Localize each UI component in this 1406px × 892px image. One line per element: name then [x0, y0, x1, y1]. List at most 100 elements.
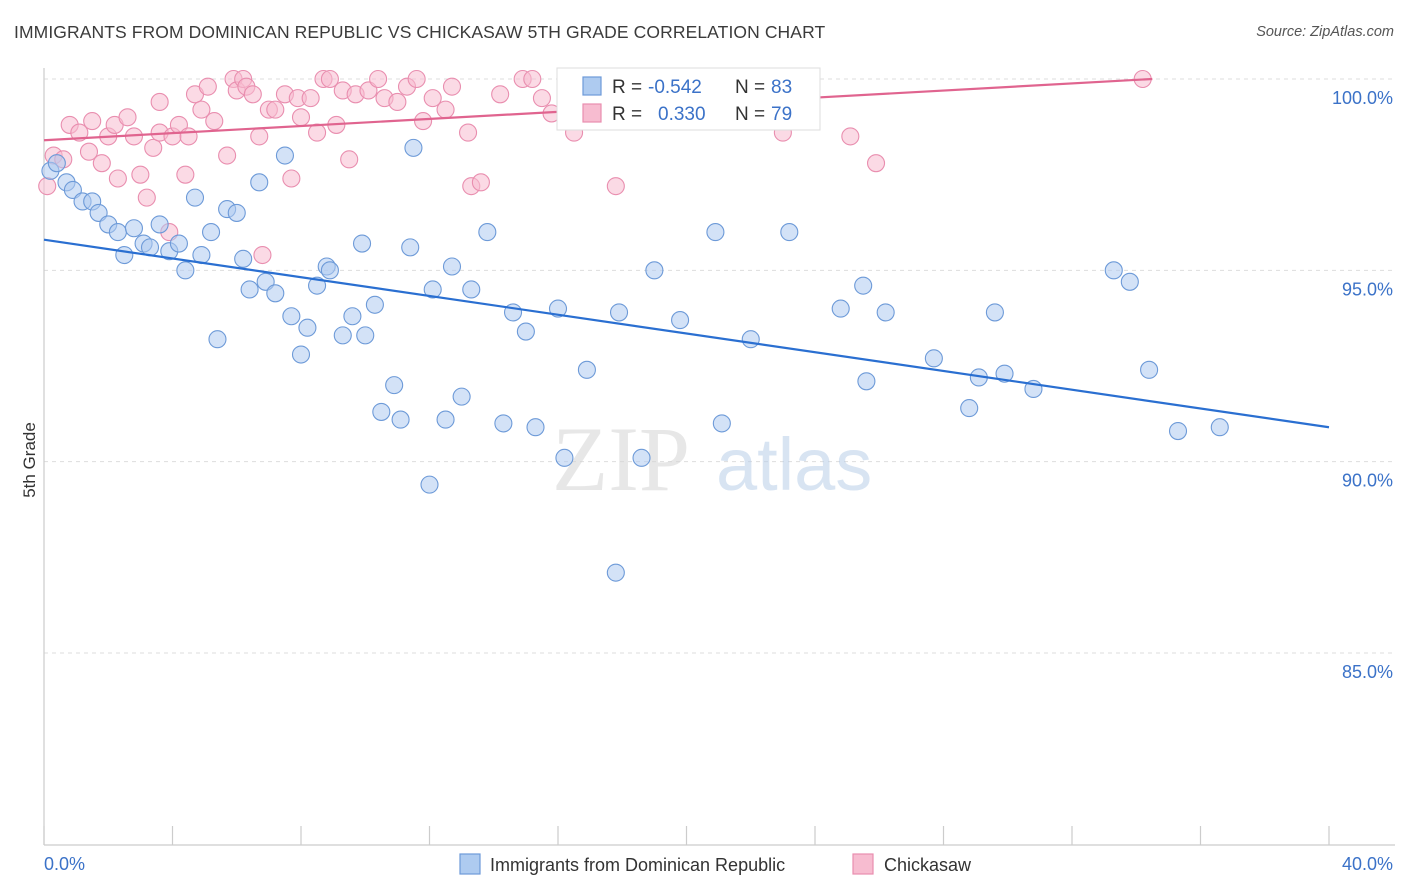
dominican-point — [124, 219, 143, 238]
dominican-point — [780, 223, 799, 242]
chickasaw-point — [340, 150, 359, 169]
chickasaw-point — [198, 77, 217, 96]
chickasaw-point — [176, 165, 195, 184]
chickasaw-point — [436, 100, 455, 119]
dominican-point — [1168, 422, 1188, 441]
dominican-point — [208, 330, 227, 349]
dominican-point — [352, 234, 372, 253]
dominican-point — [150, 215, 169, 234]
chickasaw-point — [131, 165, 150, 184]
dominican-point — [985, 303, 1004, 322]
dominican-point — [227, 203, 246, 222]
dominican-point — [857, 372, 876, 391]
tick-labels: 100.0% 95.0% 90.0% 85.0% 0.0% 40.0% — [44, 88, 1393, 874]
chickasaw-point — [301, 89, 320, 108]
chickasaw-point — [70, 123, 89, 142]
dominican-point — [176, 261, 195, 280]
chickasaw-point — [388, 92, 407, 112]
chickasaw-point — [92, 154, 111, 173]
stats-legend-box: R = -0.542 N = 83 R = 0.330 N = 79 — [556, 67, 821, 131]
y-tick-label: 85.0% — [1342, 662, 1393, 682]
dominican-point — [995, 364, 1014, 383]
dominican-point — [1210, 418, 1229, 437]
chickasaw-point — [866, 154, 886, 173]
dominican-trend-line — [43, 238, 1330, 429]
chart-title: IMMIGRANTS FROM DOMINICAN REPUBLIC VS CH… — [14, 22, 826, 42]
dominican-point — [555, 448, 574, 467]
stats-pink-n-label: N = — [735, 104, 765, 125]
dominican-point — [308, 276, 327, 295]
dominican-point — [924, 349, 943, 368]
dominican-point — [266, 284, 285, 303]
chickasaw-point — [218, 146, 237, 165]
y-tick-label: 90.0% — [1342, 471, 1393, 491]
chickasaw-point — [491, 85, 510, 104]
legend: Immigrants from Dominican Republic Chick… — [459, 853, 972, 875]
dominican-point — [452, 387, 471, 406]
dominican-point — [47, 154, 66, 173]
dominican-point — [609, 303, 629, 322]
chickasaw-point — [442, 77, 462, 96]
dominican-point — [442, 257, 462, 276]
dominican-point — [671, 311, 690, 330]
x-tick-label: 40.0% — [1342, 854, 1393, 874]
dominican-point — [365, 295, 384, 314]
dominican-point — [385, 376, 404, 395]
chickasaw-point — [458, 123, 478, 142]
dominican-point — [169, 234, 188, 253]
chickasaw-point — [841, 127, 860, 146]
dominican-points — [41, 138, 1229, 582]
y-axis-label: 5th Grade — [20, 422, 39, 498]
chickasaw-point — [253, 245, 272, 265]
chickasaw-point — [118, 108, 137, 127]
y-tick-label: 100.0% — [1332, 88, 1393, 108]
dominican-point — [423, 280, 442, 299]
stats-pink-r-label: R = — [612, 104, 642, 125]
dominican-point — [1104, 261, 1123, 280]
chickasaw-point — [192, 100, 211, 119]
dominican-point — [645, 261, 664, 280]
legend-label-chickasaw: Chickasaw — [884, 855, 972, 875]
dominican-point — [356, 326, 375, 345]
dominican-point — [526, 418, 545, 437]
dominican-point — [298, 318, 317, 337]
chickasaw-point — [243, 85, 262, 104]
stats-blue-r-label: R = — [612, 77, 642, 98]
chickasaw-point — [266, 100, 285, 119]
chickasaw-point — [523, 69, 542, 89]
chickasaw-point — [414, 112, 433, 131]
chickasaw-point — [291, 108, 311, 127]
dominican-point — [343, 307, 362, 326]
dominican-point — [854, 276, 873, 295]
dominican-point — [831, 299, 850, 318]
chickasaw-point — [137, 188, 156, 207]
stats-pink-n-value: 79 — [771, 104, 792, 125]
dominican-point — [1120, 272, 1139, 291]
dominican-point — [202, 223, 221, 242]
dominican-point — [577, 360, 596, 379]
dominican-point — [876, 303, 895, 322]
y-tick-label: 95.0% — [1342, 279, 1393, 299]
legend-label-dominican: Immigrants from Dominican Republic — [490, 855, 785, 875]
axes — [43, 68, 1395, 846]
chickasaw-point — [179, 127, 198, 146]
dominican-point — [282, 307, 301, 326]
dominican-point — [291, 345, 311, 364]
dominican-point — [320, 261, 339, 280]
watermark: ZIP atlas — [552, 408, 872, 510]
dominican-point — [108, 223, 127, 242]
chickasaw-point — [407, 69, 426, 89]
stats-blue-swatch — [582, 76, 602, 96]
chickasaw-point — [423, 89, 442, 108]
stats-blue-n-value: 83 — [771, 77, 792, 98]
chickasaw-point — [320, 69, 339, 89]
chickasaw-point — [308, 123, 327, 142]
source-credit: Source: ZipAtlas.com — [1256, 24, 1394, 40]
dominican-point — [404, 138, 423, 157]
chickasaw-point — [144, 138, 163, 157]
dominican-point — [632, 448, 651, 467]
x-tick-label: 0.0% — [44, 854, 85, 874]
dominican-point — [706, 223, 725, 242]
dominican-point — [462, 280, 481, 299]
